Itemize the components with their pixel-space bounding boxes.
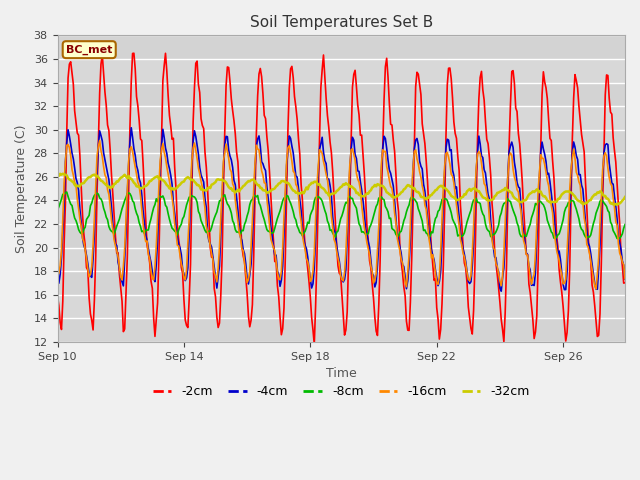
Y-axis label: Soil Temperature (C): Soil Temperature (C) [15,124,28,253]
Bar [58,177,625,201]
Text: BC_met: BC_met [66,45,113,55]
Bar [58,318,625,342]
Bar [58,271,625,295]
X-axis label: Time: Time [326,367,356,380]
Bar [58,83,625,106]
Bar [58,36,625,59]
Legend: -2cm, -4cm, -8cm, -16cm, -32cm: -2cm, -4cm, -8cm, -16cm, -32cm [148,380,535,403]
Bar [58,130,625,153]
Title: Soil Temperatures Set B: Soil Temperatures Set B [250,15,433,30]
Bar [58,224,625,248]
